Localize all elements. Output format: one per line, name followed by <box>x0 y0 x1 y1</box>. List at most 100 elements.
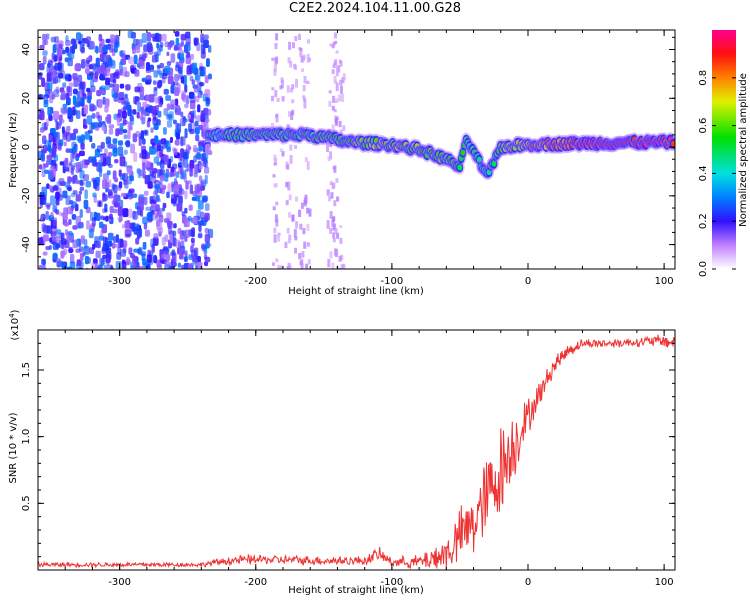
colorbar-ticks: 0.0 0.2 0.4 0.6 0.8 <box>698 70 736 277</box>
sparse-noise-cell <box>326 189 330 196</box>
noise-cell <box>128 56 134 64</box>
noise-cell <box>164 260 170 267</box>
noise-cell <box>98 201 102 207</box>
noise-cell <box>204 75 209 84</box>
noise-cell <box>177 52 181 60</box>
noise-cell <box>158 102 163 108</box>
sparse-noise-cell <box>331 44 335 49</box>
noise-cell <box>102 196 107 203</box>
sparse-noise-cell <box>332 41 336 46</box>
sparse-noise-cell <box>334 227 338 234</box>
noise-cell <box>104 98 110 108</box>
sparse-noise-cell <box>307 39 310 44</box>
noise-cell <box>107 264 111 269</box>
sparse-noise-cell <box>306 207 310 214</box>
noise-cell <box>144 94 150 102</box>
noise-cell <box>178 161 183 166</box>
top-x-axis-label: Height of straight line (km) <box>288 286 424 297</box>
noise-cell <box>113 143 117 154</box>
noise-cell <box>118 169 122 177</box>
noise-cell <box>79 209 83 218</box>
noise-cell <box>109 205 114 214</box>
noise-cell <box>83 174 89 182</box>
noise-cell <box>41 258 46 265</box>
ridge-core <box>491 160 497 167</box>
noise-cell <box>50 36 56 43</box>
noise-cell <box>42 33 48 41</box>
sparse-noise-cell <box>273 154 277 161</box>
sparse-noise-cell <box>331 69 335 75</box>
noise-cell <box>79 89 83 98</box>
noise-cell <box>79 43 85 53</box>
noise-cell <box>125 230 132 235</box>
noise-cell <box>57 40 64 48</box>
noise-cell <box>61 126 65 134</box>
sparse-noise-cell <box>335 98 339 103</box>
noise-cell <box>101 124 105 131</box>
noise-cell <box>72 152 76 159</box>
noise-cell <box>105 215 109 222</box>
noise-cell <box>88 64 94 70</box>
noise-cell <box>163 154 169 165</box>
sparse-noise-cell <box>291 99 295 104</box>
noise-cell <box>193 164 199 174</box>
noise-cell <box>92 243 96 250</box>
noise-cell <box>157 144 161 152</box>
sparse-noise-cell <box>333 200 337 207</box>
noise-cell <box>107 240 113 247</box>
sparse-noise-cell <box>333 165 337 173</box>
noise-cell <box>170 104 175 110</box>
noise-cell <box>42 251 48 256</box>
noise-cell <box>147 78 152 83</box>
sparse-noise-cell <box>271 87 275 91</box>
noise-cell <box>114 159 119 164</box>
sparse-noise-cell <box>303 197 307 207</box>
noise-cell <box>164 65 171 76</box>
noise-cell <box>46 204 51 210</box>
sparse-noise-cell <box>332 238 336 243</box>
noise-cell <box>78 246 84 252</box>
noise-cell <box>50 212 54 218</box>
noise-cell <box>139 54 143 60</box>
noise-cell <box>203 34 209 40</box>
noise-cell <box>166 120 173 128</box>
noise-cell <box>160 183 164 189</box>
noise-cell <box>45 210 49 220</box>
noise-cell <box>86 95 91 103</box>
sparse-noise-cell <box>288 234 292 241</box>
sparse-noise-cell <box>293 229 297 238</box>
noise-cell <box>178 66 183 74</box>
noise-cell <box>38 94 42 100</box>
noise-cell <box>142 216 148 225</box>
sparse-noise-cell <box>332 182 336 189</box>
noise-cell <box>193 84 198 93</box>
bottom-plot-frame <box>37 329 676 571</box>
sparse-noise-cell <box>329 227 333 234</box>
noise-cell <box>187 216 192 222</box>
noise-cell <box>50 195 56 206</box>
noise-cell <box>149 146 154 155</box>
noise-cell <box>204 89 211 98</box>
sparse-noise-cell <box>339 79 343 86</box>
noise-cell <box>100 229 104 239</box>
sparse-noise-cell <box>281 151 285 157</box>
noise-cell <box>48 133 55 143</box>
noise-cell <box>164 173 169 182</box>
noise-cell <box>46 183 50 189</box>
noise-cell <box>159 149 164 158</box>
noise-cell <box>156 219 160 227</box>
noise-cell <box>181 211 185 217</box>
noise-cell <box>97 115 102 122</box>
noise-cell <box>75 153 81 158</box>
colorbar-tick-label: 0.2 <box>698 213 709 229</box>
noise-cell <box>118 140 123 146</box>
sparse-noise-cell <box>340 85 343 94</box>
noise-cell <box>128 190 133 200</box>
sparse-noise-cell <box>328 90 332 94</box>
noise-cell <box>198 141 204 146</box>
noise-cell <box>181 264 185 269</box>
noise-cell <box>162 207 166 212</box>
noise-cell <box>115 128 120 137</box>
noise-cell <box>118 92 125 100</box>
sparse-noise-cell <box>335 249 339 258</box>
